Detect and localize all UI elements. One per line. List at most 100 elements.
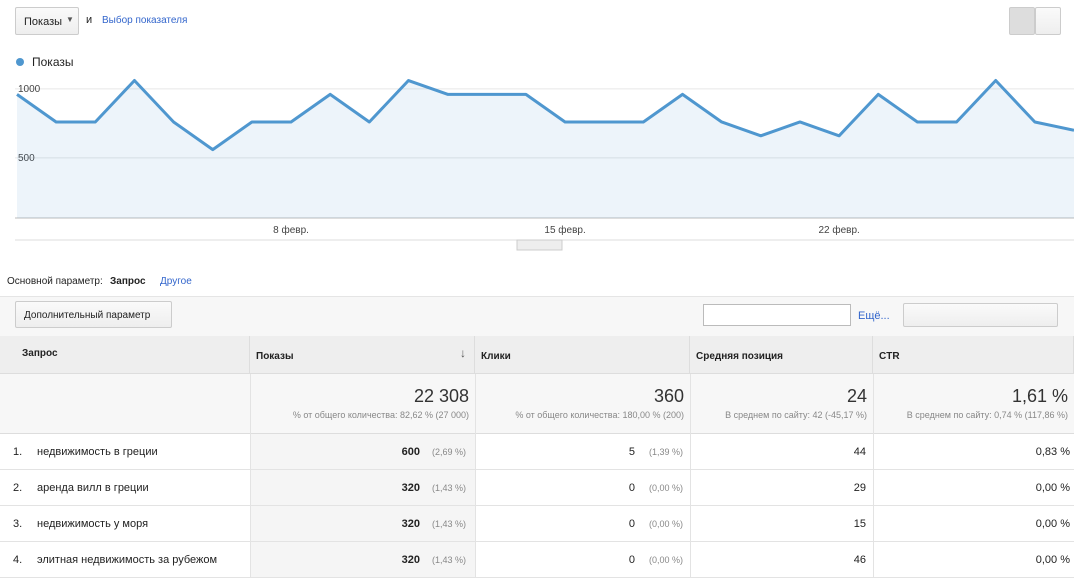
col-divider bbox=[690, 506, 691, 542]
total-value: 360 bbox=[653, 386, 684, 406]
ctr: 0,83 % bbox=[1035, 446, 1070, 458]
col-divider bbox=[475, 542, 476, 578]
search-input[interactable] bbox=[703, 304, 851, 326]
header-label: Клики bbox=[481, 351, 511, 362]
y-tick-label: 1000 bbox=[18, 84, 41, 95]
legend-swatch bbox=[16, 58, 24, 66]
total-value: 1,61 % bbox=[1011, 386, 1068, 406]
col-divider bbox=[475, 470, 476, 506]
col-divider bbox=[873, 434, 874, 470]
header-label: Показы bbox=[256, 351, 294, 362]
col-divider bbox=[690, 470, 691, 506]
impressions: 320 bbox=[401, 518, 420, 530]
metric-label: Показы bbox=[24, 16, 63, 28]
impressions-pct: (1,43 %) bbox=[431, 555, 466, 565]
y-tick-label: 500 bbox=[18, 153, 35, 164]
ctr: 0,00 % bbox=[1035, 554, 1070, 566]
x-tick-label: 15 февр. bbox=[544, 224, 585, 236]
view-switcher[interactable] bbox=[903, 303, 1058, 327]
avg-position: 44 bbox=[853, 446, 866, 458]
header-label: CTR bbox=[879, 351, 900, 362]
area bbox=[17, 80, 1074, 218]
impressions: 600 bbox=[401, 446, 420, 458]
col-divider bbox=[873, 470, 874, 506]
sorted-col-bg bbox=[250, 434, 475, 469]
col-divider bbox=[873, 542, 874, 578]
impressions: 320 bbox=[401, 482, 420, 494]
row bbox=[0, 542, 1074, 578]
sorted-col-bg bbox=[250, 506, 475, 541]
row bbox=[0, 434, 1074, 470]
controls-bar bbox=[0, 296, 1074, 337]
line-chart: Показы 500 1000 8 февр. 15 февр. 22 февр. bbox=[15, 55, 1074, 251]
data-table: Запрос Показы Клики Средняя позиция CTR ↓ 22 3… bbox=[0, 336, 1074, 584]
x-tick-label: 22 февр. bbox=[818, 224, 859, 236]
line-chart-toggle[interactable] bbox=[1009, 7, 1035, 35]
query-text: аренда вилл в греции bbox=[37, 482, 149, 494]
col-divider bbox=[873, 374, 874, 434]
secondary-label: Дополнительный параметр bbox=[24, 310, 151, 321]
avg-position: 15 bbox=[853, 518, 866, 530]
col-divider bbox=[873, 506, 874, 542]
header-cell: CTR bbox=[873, 336, 1074, 374]
clicks-pct: (0,00 %) bbox=[648, 519, 683, 529]
sort-arrow: ↓ bbox=[460, 346, 466, 360]
col-divider bbox=[250, 542, 251, 578]
caret: ▼ bbox=[66, 15, 74, 24]
total-note: В среднем по сайту: 0,74 % (117,86 %) bbox=[906, 410, 1068, 420]
col-divider bbox=[690, 374, 691, 434]
row bbox=[0, 506, 1074, 542]
collapse-handle[interactable] bbox=[516, 239, 563, 251]
col-divider bbox=[250, 374, 251, 434]
and-text: и bbox=[86, 14, 93, 26]
dimension-value: Запрос bbox=[110, 276, 146, 287]
totals-row bbox=[0, 374, 1074, 434]
motion-chart-toggle[interactable] bbox=[1035, 7, 1061, 35]
ctr: 0,00 % bbox=[1035, 518, 1070, 530]
sorted-col-bg bbox=[250, 470, 475, 505]
query-text: недвижимость в греции bbox=[37, 446, 158, 458]
metric-dropdown[interactable]: Показы ▼ bbox=[15, 7, 79, 35]
dimension-other[interactable]: Другое bbox=[160, 276, 192, 287]
clicks-pct: (1,39 %) bbox=[648, 447, 683, 457]
x-tick-label: 8 февр. bbox=[273, 224, 309, 236]
impressions: 320 bbox=[401, 554, 420, 566]
col-divider bbox=[690, 542, 691, 578]
clicks: 0 bbox=[628, 518, 635, 530]
select-metric-link[interactable]: Выбор показателя bbox=[102, 15, 188, 26]
header-cell: Запрос bbox=[0, 336, 250, 374]
avg-position: 46 bbox=[853, 554, 866, 566]
legend-label: Показы bbox=[32, 55, 73, 69]
impressions-pct: (1,43 %) bbox=[431, 519, 466, 529]
line bbox=[16, 79, 1074, 152]
total-note: % от общего количества: 82,62 % (27 000) bbox=[292, 410, 469, 420]
total-value: 24 bbox=[846, 386, 867, 406]
col-divider bbox=[475, 374, 476, 434]
secondary-dimension[interactable]: Дополнительный параметр bbox=[15, 301, 172, 328]
ctr: 0,00 % bbox=[1035, 482, 1070, 494]
clicks: 0 bbox=[628, 482, 635, 494]
query-text: элитная недвижимость за рубежом bbox=[37, 554, 218, 566]
row bbox=[0, 470, 1074, 506]
dimension-label: Основной параметр: bbox=[7, 276, 103, 287]
row-index: 2. bbox=[13, 482, 23, 494]
col-divider bbox=[475, 506, 476, 542]
sorted-col-bg bbox=[250, 542, 475, 577]
clicks: 0 bbox=[628, 554, 635, 566]
row-index: 1. bbox=[13, 446, 23, 458]
col-divider bbox=[250, 506, 251, 542]
header-cell: Средняя позиция bbox=[690, 336, 873, 374]
col-divider bbox=[250, 470, 251, 506]
impressions-pct: (1,43 %) bbox=[431, 483, 466, 493]
col-divider bbox=[690, 434, 691, 470]
header-cell: Показы bbox=[250, 336, 475, 374]
more-link[interactable]: Ещё... bbox=[858, 310, 890, 322]
row-index: 4. bbox=[13, 554, 23, 566]
total-note: % от общего количества: 180,00 % (200) bbox=[515, 410, 684, 420]
total-value: 22 308 bbox=[413, 386, 469, 406]
avg-position: 29 bbox=[853, 482, 866, 494]
clicks-pct: (0,00 %) bbox=[648, 555, 683, 565]
header-cell: Клики bbox=[475, 336, 690, 374]
query-text: недвижимость у моря bbox=[37, 518, 149, 530]
